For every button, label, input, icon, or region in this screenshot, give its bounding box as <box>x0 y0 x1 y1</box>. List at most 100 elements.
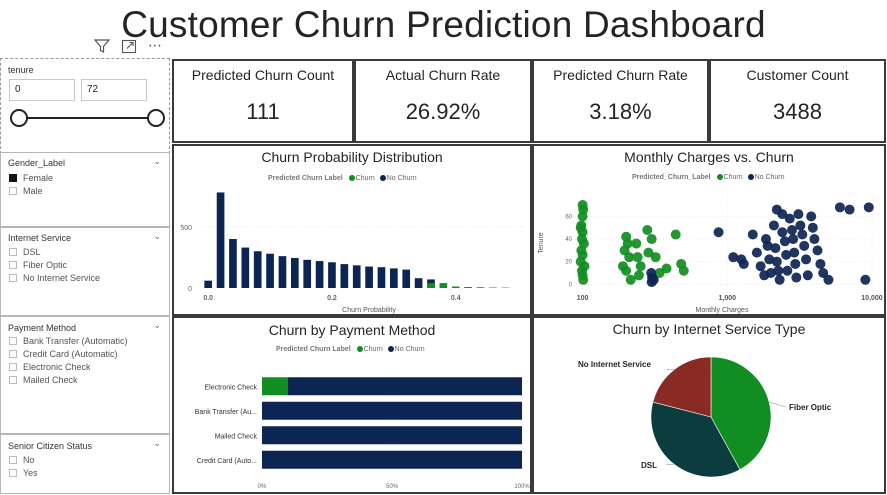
scatter-point <box>797 229 808 240</box>
x-axis-label: Churn Probability <box>342 307 396 314</box>
kpi-label: Customer Count <box>746 67 849 83</box>
histogram-bar <box>352 265 361 288</box>
kpi-label: Predicted Churn Count <box>191 67 335 83</box>
gender-slicer: Gender_Label ⌄ Female Male <box>0 152 170 227</box>
tenure-max-handle[interactable] <box>147 109 165 127</box>
scatter-point <box>777 227 788 238</box>
tenure-min-handle[interactable] <box>10 109 28 127</box>
tenure-range-track[interactable] <box>19 117 157 119</box>
scatter-point <box>863 202 874 213</box>
scatter-point <box>635 261 646 272</box>
y-tick-label: 500 <box>180 225 192 232</box>
legend-dot-churn <box>348 175 355 181</box>
senior-option-yes[interactable]: Yes <box>9 468 38 478</box>
x-tick-label: 0% <box>258 484 267 490</box>
payment-option-mailed-check[interactable]: Mailed Check <box>9 375 78 385</box>
histogram-bar <box>266 253 274 288</box>
internet-option-dsl[interactable]: DSL <box>9 247 41 257</box>
scatter-point <box>755 261 766 272</box>
scatter-point <box>809 234 820 245</box>
scatter-point <box>643 247 654 258</box>
payment-bar-segment <box>262 401 522 420</box>
scatter-point <box>625 274 636 285</box>
histogram-bar <box>315 261 324 288</box>
senior-option-no[interactable]: No <box>9 455 35 465</box>
more-options-icon[interactable]: ⋯ <box>148 37 162 53</box>
histogram-bar <box>216 192 225 288</box>
scatter-point <box>795 220 806 231</box>
kpi-actual-churn-rate[interactable]: Actual Churn Rate 26.92% <box>354 59 532 143</box>
scatter-point <box>860 274 871 285</box>
scatter-point <box>784 213 795 224</box>
x-tick-label: 100% <box>514 484 530 490</box>
tenure-max-input[interactable]: 72 <box>81 79 147 101</box>
scatter-point <box>834 202 845 213</box>
scatter-point <box>802 270 813 281</box>
chevron-down-icon[interactable]: ⌄ <box>153 320 161 330</box>
legend-label-no-churn: No Churn <box>394 346 425 353</box>
legend-dot-churn <box>356 346 363 352</box>
gender-slicer-title: Gender_Label <box>8 158 66 168</box>
churn-probability-chart[interactable]: Churn Probability Distribution Predicted… <box>172 144 532 316</box>
checkbox-icon <box>9 456 17 464</box>
filter-icon[interactable] <box>93 39 111 57</box>
checkbox-icon <box>9 274 17 282</box>
scatter-point <box>818 268 829 279</box>
internet-option-fiber-optic[interactable]: Fiber Optic <box>9 260 67 270</box>
scatter-point <box>670 229 681 240</box>
histogram-bar <box>241 247 250 288</box>
tenure-min-input[interactable]: 0 <box>9 79 75 101</box>
gender-option-female[interactable]: Female <box>9 173 53 183</box>
histogram-bar <box>278 256 287 288</box>
senior-citizen-slicer: Senior Citizen Status ⌄ No Yes <box>0 434 170 494</box>
x-tick-label: 0.2 <box>327 295 337 302</box>
chart-title: Churn by Internet Service Type <box>612 321 806 337</box>
monthly-charges-scatter-chart[interactable]: Monthly Charges vs. Churn Predicted_Chur… <box>532 144 886 316</box>
internet-option-no-internet[interactable]: No Internet Service <box>9 273 100 283</box>
histogram-bar <box>439 283 448 288</box>
pie-plot: Fiber Optic DSL No Internet Service <box>578 356 832 478</box>
x-tick-label: 10,000 <box>861 295 883 302</box>
pie-slice <box>650 401 741 478</box>
scatter-point <box>632 252 643 263</box>
histogram-bar <box>377 267 386 288</box>
y-axis-label: Tenure <box>538 232 545 254</box>
histogram-bar <box>204 280 213 288</box>
checkbox-icon <box>9 363 17 371</box>
kpi-customer-count[interactable]: Customer Count 3488 <box>709 59 886 143</box>
payment-option-bank-transfer[interactable]: Bank Transfer (Automatic) <box>9 336 128 346</box>
chevron-down-icon[interactable]: ⌄ <box>153 156 161 166</box>
legend-dot-no-churn <box>747 174 754 180</box>
scatter-point <box>631 238 642 249</box>
scatter-point <box>624 252 635 263</box>
scatter-point <box>621 265 632 276</box>
scatter-point <box>781 249 792 260</box>
gender-option-male[interactable]: Male <box>9 186 43 196</box>
category-label: Bank Transfer (Au... <box>195 409 257 416</box>
x-tick-label: 100 <box>577 295 589 302</box>
scatter-point <box>678 265 689 276</box>
focus-mode-icon[interactable] <box>121 39 137 57</box>
scatter-point <box>577 211 588 222</box>
internet-service-pie-chart[interactable]: Churn by Internet Service Type Fiber Opt… <box>532 316 886 494</box>
scatter-point <box>713 227 724 238</box>
chevron-down-icon[interactable]: ⌄ <box>153 231 161 241</box>
x-tick-label: 0.4 <box>451 295 461 302</box>
internet-service-slicer: Internet Service ⌄ DSL Fiber Optic No In… <box>0 227 170 316</box>
scatter-point <box>578 274 589 285</box>
histogram-bar <box>340 264 349 288</box>
chevron-down-icon[interactable]: ⌄ <box>153 438 161 448</box>
kpi-predicted-churn-count[interactable]: Predicted Churn Count 111 <box>172 59 354 143</box>
payment-option-electronic-check[interactable]: Electronic Check <box>9 362 91 372</box>
kpi-predicted-churn-rate[interactable]: Predicted Churn Rate 3.18% <box>532 59 709 143</box>
scatter-point <box>770 243 781 254</box>
histogram-bar <box>365 266 373 288</box>
pie-label: No Internet Service <box>578 360 651 369</box>
histogram-bar <box>390 268 398 288</box>
legend-label-churn: Churn <box>363 346 383 353</box>
pie-leader-line <box>769 401 787 408</box>
histogram-bar <box>427 283 435 288</box>
scatter-point <box>762 240 773 251</box>
payment-option-credit-card[interactable]: Credit Card (Automatic) <box>9 349 118 359</box>
payment-method-chart[interactable]: Churn by Payment Method Predicted Churn … <box>172 316 532 494</box>
